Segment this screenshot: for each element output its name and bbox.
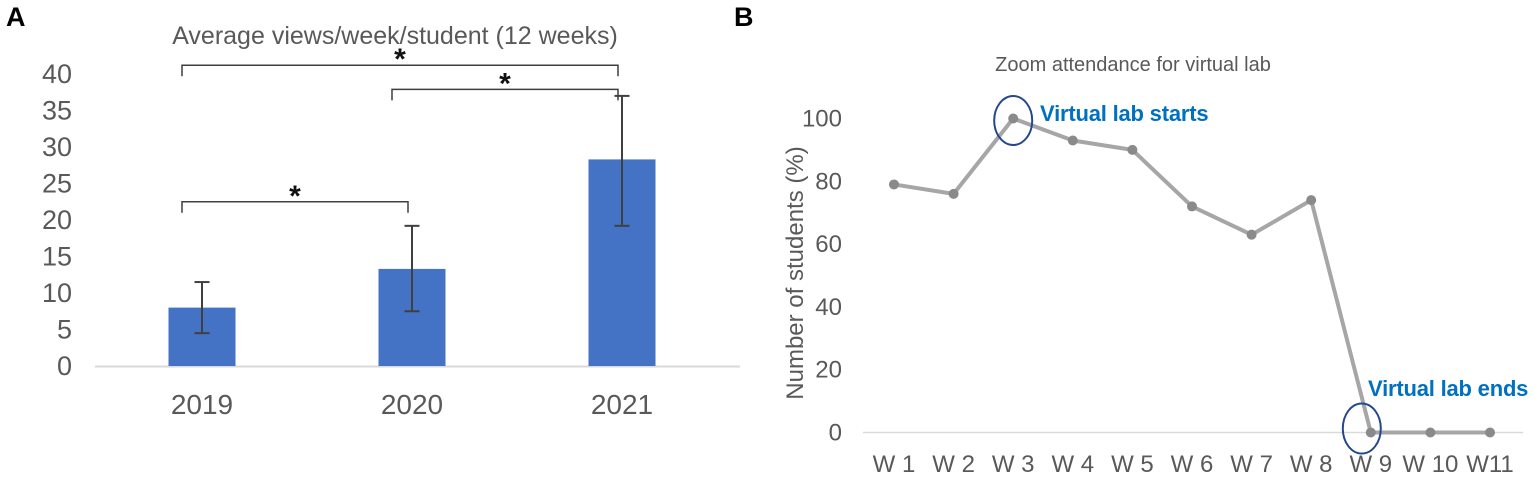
significance-bracket xyxy=(181,64,619,77)
bar-chart-x-tick-label: 2021 xyxy=(591,389,653,420)
bar-chart-y-tick-label: 30 xyxy=(42,132,72,162)
bar-chart-y-tick-label: 15 xyxy=(42,242,72,272)
line-chart-y-tick-label: 20 xyxy=(815,357,842,384)
data-point-W 5 xyxy=(1127,144,1138,155)
data-point-W 9 xyxy=(1365,427,1376,438)
line-chart-x-tick-label: W 7 xyxy=(1230,451,1273,478)
bar-chart-y-tick-label: 35 xyxy=(42,96,72,126)
data-point-W11 xyxy=(1485,427,1495,438)
line-chart-x-tick-label: W 5 xyxy=(1111,451,1154,478)
annotation-ellipse xyxy=(993,95,1034,146)
bar-chart-y-tick-label: 0 xyxy=(57,351,72,381)
bar-chart-y-tick-label: 40 xyxy=(42,59,72,89)
virtual-lab-starts-annotation: Virtual lab starts xyxy=(1040,101,1209,126)
panel-a-label: A xyxy=(6,2,26,32)
bar-chart-title: Average views/week/student (12 weeks) xyxy=(172,22,618,50)
significance-bracket xyxy=(391,88,619,101)
significance-star: * xyxy=(394,43,406,76)
line-chart-x-tick-label: W 1 xyxy=(873,451,916,478)
bar-chart-y-tick-label: 10 xyxy=(42,278,72,308)
data-point-W 2 xyxy=(948,188,959,199)
data-point-W 8 xyxy=(1306,195,1317,206)
line-chart-y-axis-label: Number of students (%) xyxy=(782,146,809,400)
significance-star: * xyxy=(289,180,301,213)
virtual-lab-ends-annotation: Virtual lab ends xyxy=(1368,376,1529,401)
line-chart-y-tick-label: 60 xyxy=(815,231,842,258)
line-chart-x-tick-label: W 8 xyxy=(1290,451,1333,478)
line-chart-title: Zoom attendance for virtual lab xyxy=(995,54,1271,76)
bar-chart-y-tick-label: 25 xyxy=(42,169,72,199)
line-chart-x-tick-label: W 9 xyxy=(1349,451,1392,478)
line-chart-x-tick-label: W 3 xyxy=(992,451,1035,478)
data-point-W 6 xyxy=(1187,201,1197,212)
line-chart-y-tick-label: 40 xyxy=(815,294,842,321)
bar-chart-x-tick-label: 2020 xyxy=(381,389,443,420)
data-point-W 1 xyxy=(889,179,899,190)
annotation-ellipse xyxy=(1341,402,1382,455)
data-point-W 7 xyxy=(1246,229,1257,240)
line-chart-x-tick-label: W 10 xyxy=(1402,451,1458,478)
line-chart-x-tick-label: W 2 xyxy=(932,451,975,478)
line-chart-x-tick-label: W 6 xyxy=(1171,451,1214,478)
bar-chart-x-tick-label: 2019 xyxy=(171,389,233,420)
data-point-W 3 xyxy=(1008,113,1019,124)
data-point-W 10 xyxy=(1425,427,1436,438)
panel-b-label: B xyxy=(734,2,754,32)
data-point-W 4 xyxy=(1067,135,1078,146)
line-chart-y-tick-label: 100 xyxy=(802,106,842,133)
bar-chart-y-tick-label: 5 xyxy=(57,315,72,345)
line-chart-x-tick-label: W 4 xyxy=(1051,451,1094,478)
line-chart-x-tick-label: W11 xyxy=(1466,451,1514,478)
line-chart-y-tick-label: 80 xyxy=(815,168,842,195)
bar-chart-y-tick-label: 20 xyxy=(42,205,72,235)
line-chart-y-tick-label: 0 xyxy=(829,420,842,447)
significance-bracket xyxy=(181,201,409,213)
significance-star: * xyxy=(499,67,511,100)
